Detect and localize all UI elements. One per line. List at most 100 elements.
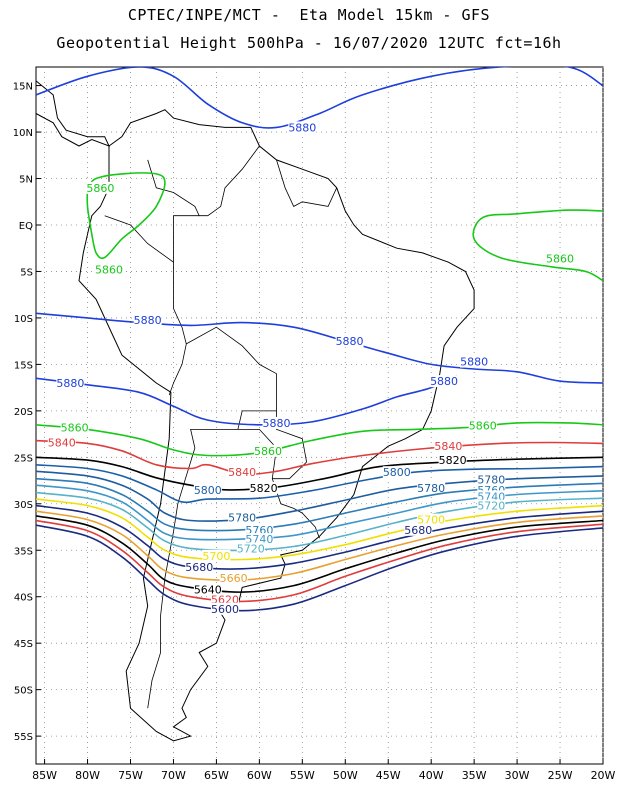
lat-label: 5N: [19, 175, 33, 186]
contour-label-5860: 5860: [254, 445, 282, 458]
contour-label-background: [47, 436, 76, 449]
contour-label-background: [430, 375, 459, 388]
contour-label-5840: 5840: [228, 466, 256, 479]
contour-label-background: [236, 542, 265, 555]
contour-5620-line: [36, 519, 603, 603]
lon-label: 70W: [161, 769, 186, 782]
contour-label-background: [245, 533, 274, 546]
country-border: [199, 145, 260, 217]
lon-label: 50W: [333, 769, 358, 782]
contour-label-background: [382, 466, 411, 479]
country-border: [147, 326, 277, 709]
contour-5640-line: [36, 515, 603, 593]
lat-label: 20S: [14, 407, 33, 418]
contour-5800-line: [36, 464, 603, 504]
contour-label-background: [193, 483, 222, 496]
contour-label-background: [434, 440, 463, 453]
contour-label-5860: 5860: [86, 182, 114, 195]
contour-label-background: [86, 181, 115, 194]
contour-label-background: [417, 513, 446, 526]
contour-5860-line: [36, 421, 603, 457]
contour-label-background: [211, 593, 239, 606]
contour-label-5840: 5840: [434, 440, 462, 453]
contour-5860-line: [86, 172, 166, 260]
title-line-2: Geopotential Height 500hPa - 16/07/2020 …: [56, 34, 562, 52]
contour-label-background: [228, 466, 257, 479]
contour-5680-line: [36, 504, 603, 570]
map-frame: [35, 66, 604, 765]
country-border: [147, 159, 200, 263]
contour-label-5800: 5800: [383, 466, 411, 479]
lat-label: 25S: [14, 453, 33, 464]
lat-label: 35S: [14, 546, 33, 557]
contour-label-background: [262, 416, 291, 429]
country-border: [104, 215, 187, 396]
lat-label: 45S: [14, 639, 33, 650]
contour-label-5880: 5880: [263, 417, 291, 430]
lon-label: 55W: [290, 769, 315, 782]
contour-label-background: [228, 511, 257, 524]
contour-label-5640: 5640: [194, 583, 222, 596]
contour-label-background: [249, 481, 278, 494]
contour-label-5800: 5800: [194, 484, 222, 497]
contour-label-5660: 5660: [220, 572, 248, 585]
lon-label: 35W: [462, 769, 487, 782]
lon-label: 60W: [247, 769, 272, 782]
contour-label-5820: 5820: [439, 454, 467, 467]
lon-label: 40W: [419, 769, 444, 782]
contour-label-background: [219, 572, 248, 585]
contour-label-background: [546, 252, 575, 265]
lat-label: 10N: [13, 128, 33, 139]
contour-label-5820: 5820: [250, 482, 278, 495]
contour-label-5680: 5680: [185, 561, 213, 574]
lat-label: 15S: [14, 360, 33, 371]
contour-5880-line: [36, 374, 458, 426]
contour-label-5880: 5880: [134, 314, 162, 327]
contour-label-5860: 5860: [95, 264, 123, 277]
grid: [36, 67, 604, 764]
contour-label-background: [202, 549, 231, 562]
contour-5860-line: [472, 209, 603, 282]
contour-label-background: [133, 313, 162, 326]
contour-label-background: [417, 481, 446, 494]
coastline-layer: [36, 80, 475, 742]
contour-5700-line: [36, 498, 603, 561]
contour-label-5700: 5700: [202, 550, 230, 563]
country-border: [276, 159, 338, 207]
contour-label-5780: 5780: [477, 474, 505, 487]
contour-label-background: [460, 355, 489, 368]
lon-label: 30W: [505, 769, 530, 782]
contour-label-background: [438, 454, 467, 467]
contour-label-background: [468, 419, 497, 432]
contour-label-5720: 5720: [237, 542, 265, 555]
country-border: [237, 429, 277, 479]
lon-label: 25W: [548, 769, 573, 782]
contour-label-5600: 5600: [211, 603, 239, 616]
contour-label-background: [477, 490, 506, 503]
lon-label: 85W: [32, 769, 57, 782]
contour-label-5720: 5720: [477, 500, 505, 513]
contour-label-5840: 5840: [48, 436, 76, 449]
central-america-coastline: [36, 80, 110, 147]
contour-label-5880: 5880: [56, 377, 84, 390]
contour-label-5880: 5880: [336, 335, 364, 348]
lon-label: 75W: [118, 769, 143, 782]
contour-label-5680: 5680: [404, 524, 432, 537]
lon-label: 45W: [376, 769, 401, 782]
lat-label: EQ: [19, 221, 33, 232]
lat-label: 10S: [14, 314, 33, 325]
contour-label-background: [193, 583, 222, 596]
contour-5600-line: [36, 524, 603, 612]
lat-label: 40S: [14, 593, 33, 604]
lon-label: 65W: [204, 769, 229, 782]
contour-label-background: [477, 499, 506, 512]
contour-label-5780: 5780: [228, 512, 256, 525]
contour-label-5700: 5700: [417, 514, 445, 527]
axis-labels: 85W 80W 75W 70W 65W 60W 55W 50W 45W 40W 35W 30W 25W 2…: [13, 82, 616, 782]
contour-label-background: [211, 602, 239, 615]
lat-label: 15N: [13, 82, 33, 93]
contour-label-5880: 5880: [288, 121, 316, 134]
contour-label-background: [335, 335, 364, 348]
lat-label: 55S: [14, 732, 33, 743]
